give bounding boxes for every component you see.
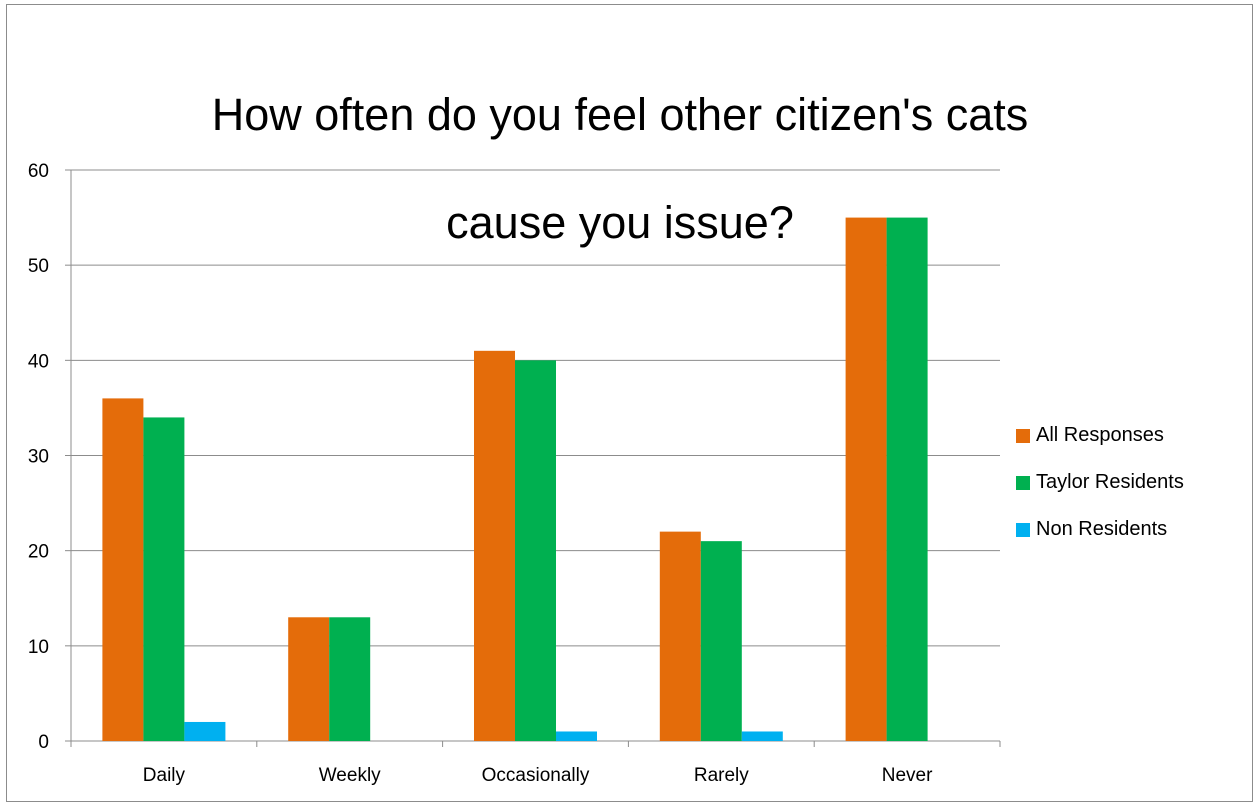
x-tick-label: Weekly [319, 765, 381, 786]
legend-item: Non Residents [1016, 506, 1184, 553]
bar-taylor-residents [700, 541, 742, 741]
y-tick-label: 40 [28, 351, 49, 372]
bar-all-responses [659, 531, 701, 741]
chart-title: How often do you feel other citizen's ca… [0, 34, 1240, 304]
x-tick-label: Rarely [694, 765, 749, 786]
chart-title-line-1: How often do you feel other citizen's ca… [211, 89, 1029, 140]
bar-non-residents [184, 721, 226, 741]
legend-label: Taylor Residents [1036, 471, 1184, 493]
bar-all-responses [474, 350, 515, 741]
bar-all-responses [102, 398, 144, 741]
chart-frame [6, 4, 1253, 802]
legend-swatch [1016, 428, 1030, 443]
bar-all-responses [845, 217, 887, 742]
legend-item: Taylor Residents [1016, 459, 1184, 506]
chart-legend: All Responses Taylor Residents Non Residen… [1016, 412, 1184, 553]
legend-swatch [1016, 522, 1030, 537]
bar-taylor-residents [329, 617, 371, 741]
y-tick-label: 0 [38, 732, 49, 753]
bar-non-residents [741, 731, 783, 741]
y-tick-label: 10 [28, 637, 49, 658]
x-tick-label: Occasionally [482, 765, 590, 786]
y-tick-label: 30 [28, 447, 49, 468]
legend-item: All Responses [1016, 412, 1184, 459]
bar-taylor-residents [515, 360, 556, 741]
bar-taylor-residents [143, 417, 185, 741]
chart-title-line-2: cause you issue? [446, 197, 794, 248]
x-tick-label: Never [882, 765, 933, 786]
y-tick-label: 60 [28, 161, 49, 182]
legend-label: All Responses [1036, 424, 1164, 446]
legend-label: Non Residents [1036, 518, 1168, 540]
bar-non-residents [556, 731, 597, 741]
bar-taylor-residents [886, 217, 928, 742]
legend-swatch [1016, 475, 1030, 490]
y-tick-label: 20 [28, 542, 49, 563]
x-tick-label: Daily [143, 765, 186, 786]
bar-all-responses [288, 617, 330, 741]
y-tick-label: 50 [28, 256, 49, 277]
